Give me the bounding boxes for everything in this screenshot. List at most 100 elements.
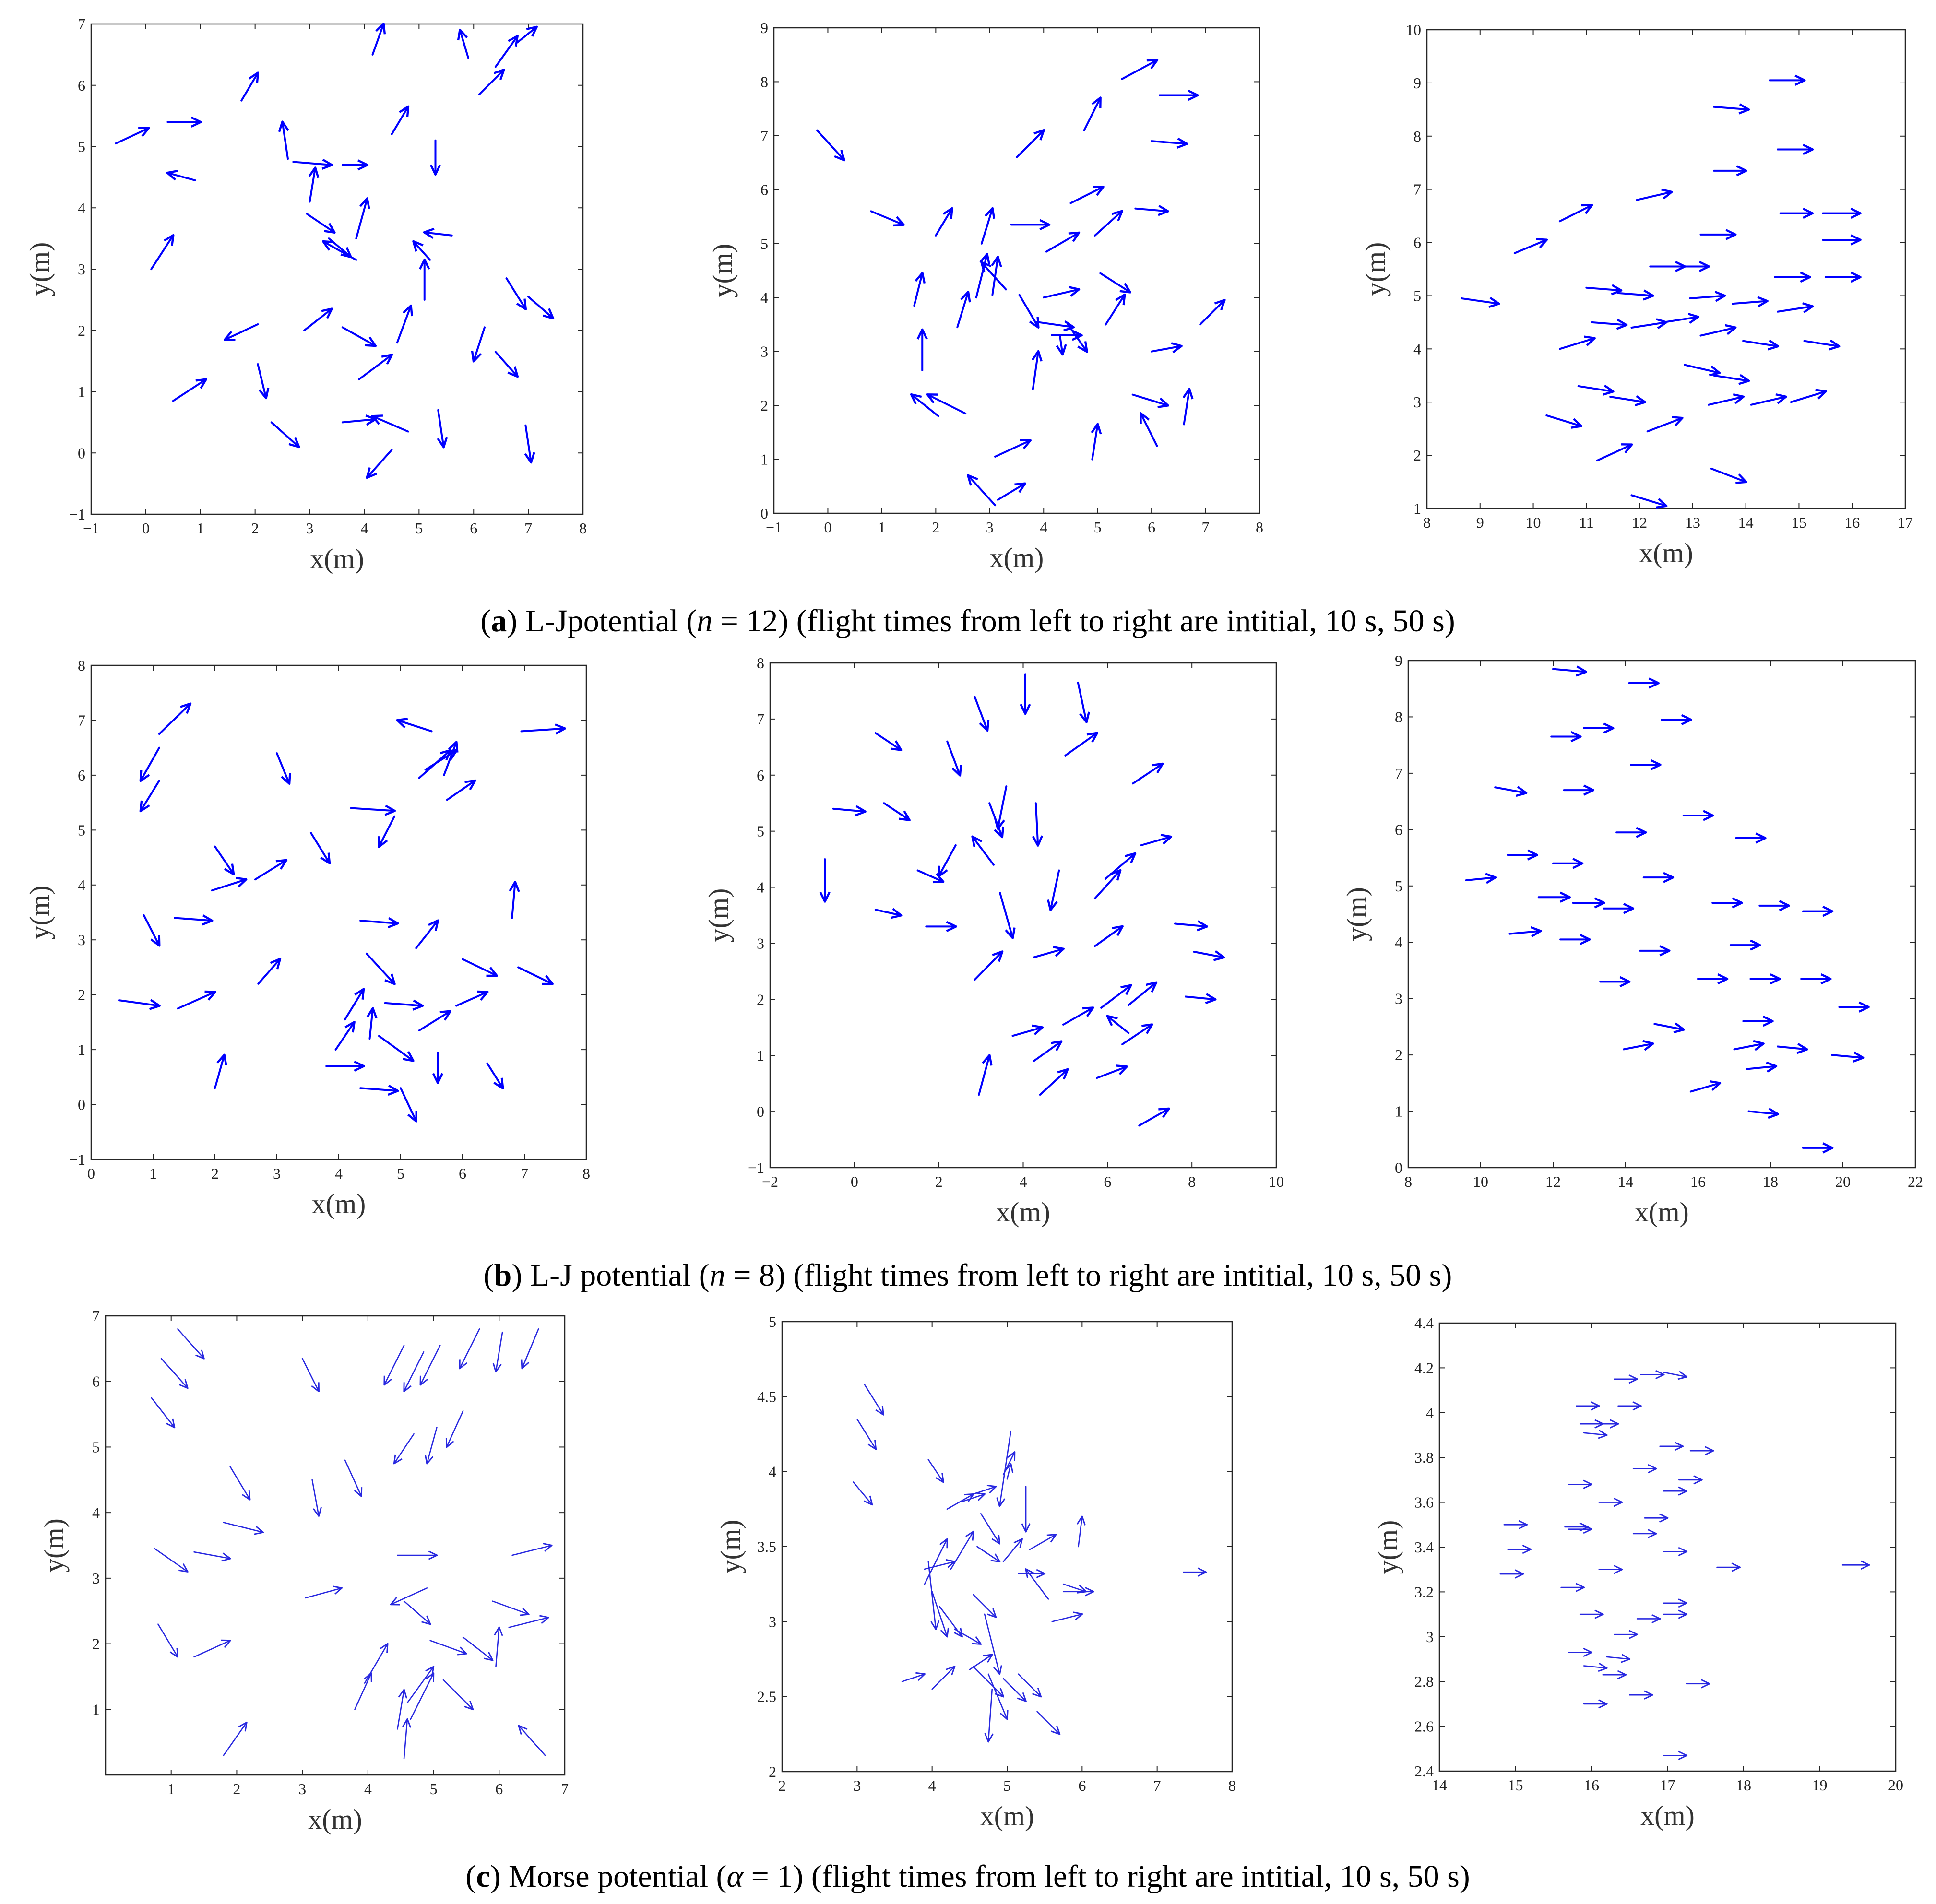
x-tick-label: 4: [360, 520, 368, 537]
velocity-arrow: [1636, 189, 1673, 201]
velocity-arrow: [527, 296, 555, 319]
velocity-arrow: [471, 326, 486, 363]
plot-frame: [769, 662, 1277, 1169]
velocity-arrow: [306, 213, 336, 234]
y-tick-label: 5: [78, 821, 85, 839]
velocity-arrow: [390, 1587, 428, 1606]
velocity-arrow: [492, 1600, 530, 1616]
x-tick-label: 5: [1094, 519, 1102, 536]
x-tick-label: 4: [1040, 519, 1047, 536]
velocity-arrow: [1513, 238, 1548, 254]
velocity-arrow: [308, 166, 320, 203]
velocity-arrow: [494, 351, 519, 378]
x-tick-label: 7: [561, 1780, 569, 1798]
velocity-arrow: [446, 779, 476, 801]
velocity-arrow: [988, 802, 1004, 839]
velocity-arrow: [1199, 299, 1226, 326]
x-tick-label: 3: [273, 1165, 281, 1182]
x-tick-label: 1: [197, 520, 204, 537]
caption-b-text: ) L-J potential (: [511, 1258, 709, 1293]
x-tick-label: 1: [149, 1165, 157, 1182]
y-axis-label: y(m): [24, 886, 55, 940]
y-tick-label: 4.4: [1414, 1314, 1434, 1332]
velocity-arrow: [1140, 412, 1158, 447]
velocity-arrow: [1039, 1068, 1069, 1096]
velocity-arrow: [1096, 1064, 1128, 1079]
x-tick-label: 6: [1148, 519, 1155, 536]
y-tick-label: 0: [78, 444, 85, 461]
y-tick-label: 4: [1395, 934, 1402, 951]
velocity-arrow: [1104, 852, 1137, 880]
panel-c-1: 1 2 3 4 5 6 7 1 2 3 4 5 6 7 x(m) y(m): [38, 1307, 569, 1835]
velocity-arrow: [910, 393, 939, 417]
velocity-arrow: [1018, 1673, 1042, 1698]
velocity-arrow: [1067, 323, 1088, 353]
velocity-arrow: [931, 1666, 956, 1690]
velocity-arrow: [1033, 1040, 1063, 1062]
velocity-arrow: [358, 354, 393, 380]
velocity-arrow: [445, 1410, 464, 1448]
y-tick-label: 6: [1413, 234, 1421, 251]
x-tick-label: 4: [1020, 1173, 1027, 1190]
x-tick-label: 4: [335, 1165, 343, 1182]
velocity-arrow: [1131, 393, 1169, 408]
y-tick-label: 3: [92, 1570, 100, 1587]
velocity-arrow: [359, 917, 399, 929]
y-tick-label: 0: [757, 1103, 764, 1120]
y-tick-label: 5: [1413, 287, 1421, 304]
velocity-arrow: [341, 414, 377, 426]
y-tick-label: 8: [760, 73, 768, 90]
caption-b-var: n: [710, 1258, 725, 1293]
velocity-arrow: [1174, 920, 1208, 932]
velocity-arrow: [378, 815, 396, 848]
velocity-arrow: [292, 158, 333, 170]
y-tick-label: 9: [760, 19, 768, 36]
y-tick-label: −1: [748, 1159, 764, 1176]
velocity-arrow: [816, 129, 845, 162]
velocity-arrow: [1132, 762, 1164, 785]
velocity-arrow: [410, 1672, 435, 1720]
panel-c-3: 14 15 16 17 18 19 20 2.4 2.6 2.8 3 3.2 3.4 3.6 3.8 4 4.2…: [1372, 1314, 1903, 1831]
velocity-arrow: [1045, 231, 1081, 253]
velocity-arrow: [406, 1666, 435, 1703]
velocity-arrow: [832, 805, 867, 816]
y-tick-label: 7: [1413, 181, 1421, 198]
x-tick-label: 16: [1844, 514, 1860, 531]
velocity-arrow: [987, 1673, 1009, 1720]
velocity-arrow: [391, 105, 410, 135]
velocity-arrow: [418, 1010, 452, 1032]
velocity-arrow: [1494, 786, 1528, 797]
velocity-arrow: [1121, 59, 1159, 80]
x-tick-label: 0: [142, 520, 150, 537]
velocity-arrow: [371, 414, 409, 433]
velocity-arrow: [424, 1427, 438, 1465]
velocity-arrow: [978, 1054, 993, 1096]
y-tick-label: 3.6: [1414, 1494, 1434, 1511]
x-tick-label: 12: [1632, 514, 1647, 531]
velocity-arrow: [973, 1484, 997, 1495]
y-tick-label: 6: [757, 767, 764, 784]
velocity-arrow: [1033, 946, 1065, 958]
y-tick-label: 5: [78, 138, 85, 155]
y-tick-label: 2: [1395, 1046, 1402, 1064]
x-tick-label: 17: [1660, 1776, 1675, 1794]
velocity-arrow: [916, 869, 945, 884]
y-tick-label: 4: [769, 1463, 776, 1480]
velocity-arrow: [143, 914, 161, 947]
velocity-arrow: [334, 1021, 356, 1051]
y-tick-label: 3.8: [1414, 1449, 1434, 1466]
velocity-arrow: [980, 261, 1007, 291]
y-tick-label: 3.2: [1414, 1583, 1434, 1600]
velocity-arrow: [403, 1600, 431, 1625]
velocity-arrow: [151, 1397, 176, 1429]
y-tick-label: 7: [1395, 765, 1402, 782]
velocity-arrow: [1031, 350, 1043, 390]
x-tick-label: 8: [579, 520, 587, 537]
y-tick-label: 2: [78, 986, 85, 1004]
velocity-arrow: [350, 804, 396, 816]
velocity-arrow: [223, 1721, 248, 1756]
velocity-arrow: [443, 741, 459, 776]
velocity-arrow: [1100, 984, 1132, 1009]
y-tick-label: 4: [78, 876, 85, 894]
velocity-arrow: [378, 1035, 415, 1062]
